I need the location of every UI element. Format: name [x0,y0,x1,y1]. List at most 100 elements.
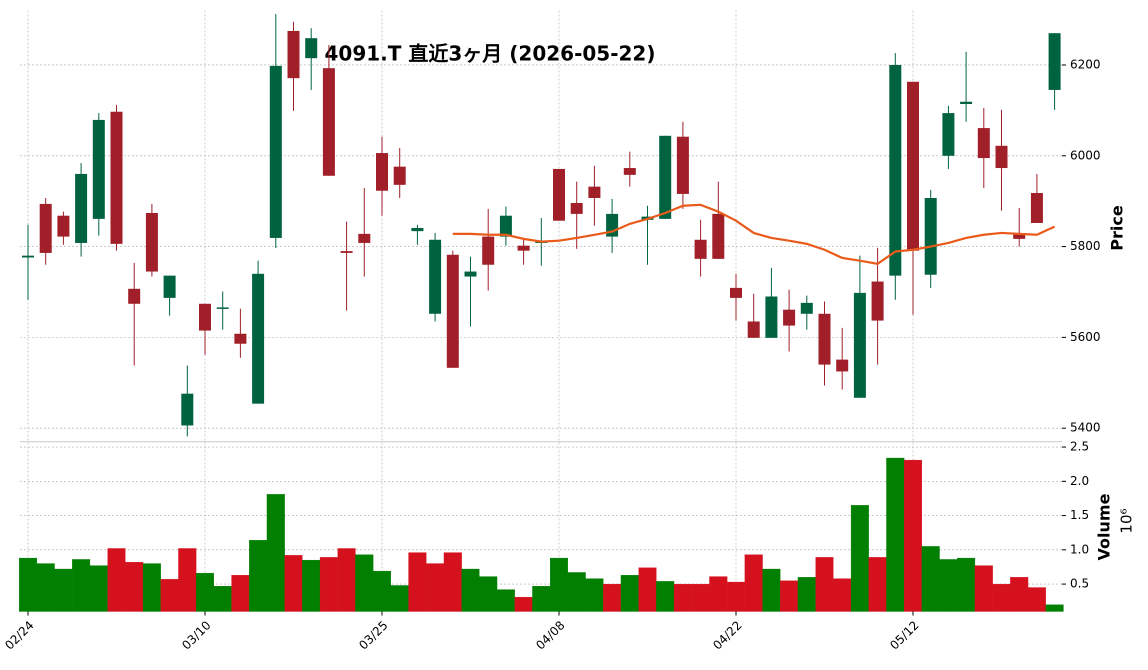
volume-bar [284,555,303,612]
candle-body [889,64,902,276]
candle-body [659,135,672,219]
candle-body [588,186,601,199]
candle-body [623,168,636,175]
candle-body [995,145,1008,169]
candle-body [907,81,919,251]
volume-bar [815,557,834,612]
volume-bar [461,568,480,612]
candle-body [92,119,105,219]
candle-body [517,245,530,251]
volume-bar [355,554,374,612]
moving-average-line [452,203,1056,265]
volume-bar [567,572,586,612]
candle-body [39,203,52,253]
candle-body [216,307,229,309]
x-tick-label: 04/08 [533,618,567,652]
volume-bar [992,583,1011,612]
volume-bar [107,548,126,612]
candle-body [376,153,388,191]
candle-body [871,281,884,321]
volume-bar [709,576,728,612]
candle-body [800,302,813,314]
candle-body [252,273,265,404]
candle-body [730,287,742,298]
volume-bar [868,557,887,612]
price-axis-label: Price [1108,205,1127,251]
candle-body [358,233,371,243]
volume-bar [957,557,976,612]
volume-bar [72,559,91,612]
candle-body [1048,33,1061,90]
volume-bar [585,578,604,612]
volume-bar [231,575,250,612]
volume-scale-label: 10⁶ [1118,508,1136,533]
candle-body [411,227,424,232]
volume-bar [886,457,905,612]
x-tick-label: 04/22 [710,618,744,652]
y-tick-label: 5800 [1070,239,1101,253]
x-tick-label: 02/24 [2,618,36,652]
candle-body [499,215,512,237]
y-tick-label: 6000 [1070,148,1101,162]
volume-bar [178,548,197,612]
volume-bar [479,576,498,612]
volume-bar [18,557,38,612]
candle-body [234,333,247,344]
volume-bar [921,546,940,612]
candle-body [75,173,88,243]
candle-body [676,136,689,194]
volume-bar [638,567,657,612]
candle-body [57,215,70,237]
candle-body [942,113,955,156]
volume-bar [36,563,55,612]
volume-bar [974,565,993,612]
candle-body [570,202,583,214]
candle-body [960,101,973,105]
volume-bar [1010,577,1029,612]
candle-body [269,65,282,238]
candle-body [977,128,990,159]
candle-body [924,198,937,275]
volume-bar [850,505,869,612]
volume-bar [904,459,923,612]
volume-bar [603,583,622,612]
volume-bar [142,563,161,612]
candle-body [464,271,477,277]
candle-body [553,168,565,221]
candle-body [783,309,796,326]
volume-bar [54,568,73,612]
volume-bar [213,585,232,612]
volume-y-tick-label: 1.0 [1070,542,1089,556]
volume-bar [780,580,799,612]
candle-body [694,239,707,259]
volume-bar [443,552,462,612]
volume-bar [266,494,285,612]
volume-bar [160,579,179,612]
volume-bar [195,572,214,612]
volume-y-tick-label: 2.5 [1070,440,1089,454]
candle-body [340,251,353,253]
volume-bar [1045,604,1064,612]
candle-body [1030,193,1043,223]
candle-body [446,254,459,368]
volume-bar [762,568,781,612]
candle-body [765,296,778,338]
candle-body [145,212,158,272]
y-tick-label: 5400 [1070,421,1101,435]
volume-bar [656,581,675,612]
candle-body [482,236,495,265]
volume-bar [249,540,268,612]
candle-body [836,359,849,372]
volume-bar [797,577,816,612]
x-tick-label: 05/12 [887,618,921,652]
volume-bar [833,578,852,612]
volume-bar [496,589,515,612]
volume-bar [673,583,692,612]
x-tick-label: 03/25 [356,618,390,652]
volume-bar [727,581,746,612]
candle-body [712,213,725,259]
volume-bar [408,552,427,612]
volume-bar [89,565,108,612]
volume-bar [302,559,321,612]
